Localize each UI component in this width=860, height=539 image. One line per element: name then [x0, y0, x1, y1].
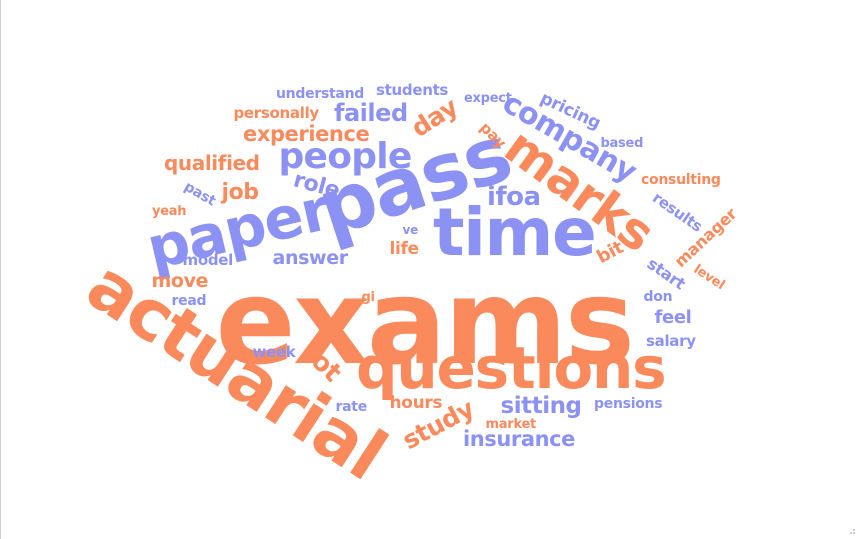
word-week: week: [252, 342, 296, 361]
word-understand: understand: [276, 86, 365, 102]
word-questions: questions: [356, 334, 667, 402]
word-consulting: consulting: [641, 172, 721, 188]
word-yeah: yeah: [152, 203, 187, 219]
word-market: market: [485, 416, 537, 432]
word-life: life: [389, 238, 420, 259]
word-rate: rate: [335, 399, 368, 415]
word-personally: personally: [233, 103, 320, 122]
word-experience: experience: [243, 121, 370, 146]
word-don: don: [643, 289, 673, 305]
word-level: level: [690, 261, 728, 293]
word-insurance: insurance: [463, 426, 575, 451]
word-hours: hours: [389, 392, 443, 413]
word-ve: ve: [402, 223, 419, 237]
word-job: job: [221, 180, 260, 205]
word-ifoa: ifoa: [487, 182, 541, 212]
resize-grip-icon[interactable]: [846, 525, 856, 535]
word-feel: feel: [654, 307, 692, 328]
word-people: people: [278, 136, 413, 177]
word-gi: gi: [361, 289, 376, 305]
word-time: time: [433, 194, 597, 271]
word-pensions: pensions: [594, 396, 663, 412]
word-qualified: qualified: [164, 151, 260, 175]
word-salary: salary: [646, 331, 696, 350]
word-sitting: sitting: [500, 392, 583, 419]
word-read: read: [171, 293, 207, 309]
word-failed: failed: [334, 99, 408, 127]
word-move: move: [151, 269, 209, 292]
word-exams: exams: [215, 253, 636, 391]
word-answer: answer: [272, 246, 349, 269]
word-based: based: [600, 135, 644, 151]
word-model: model: [182, 250, 234, 269]
word-expect: expect: [464, 90, 512, 106]
word-students: students: [376, 80, 449, 99]
